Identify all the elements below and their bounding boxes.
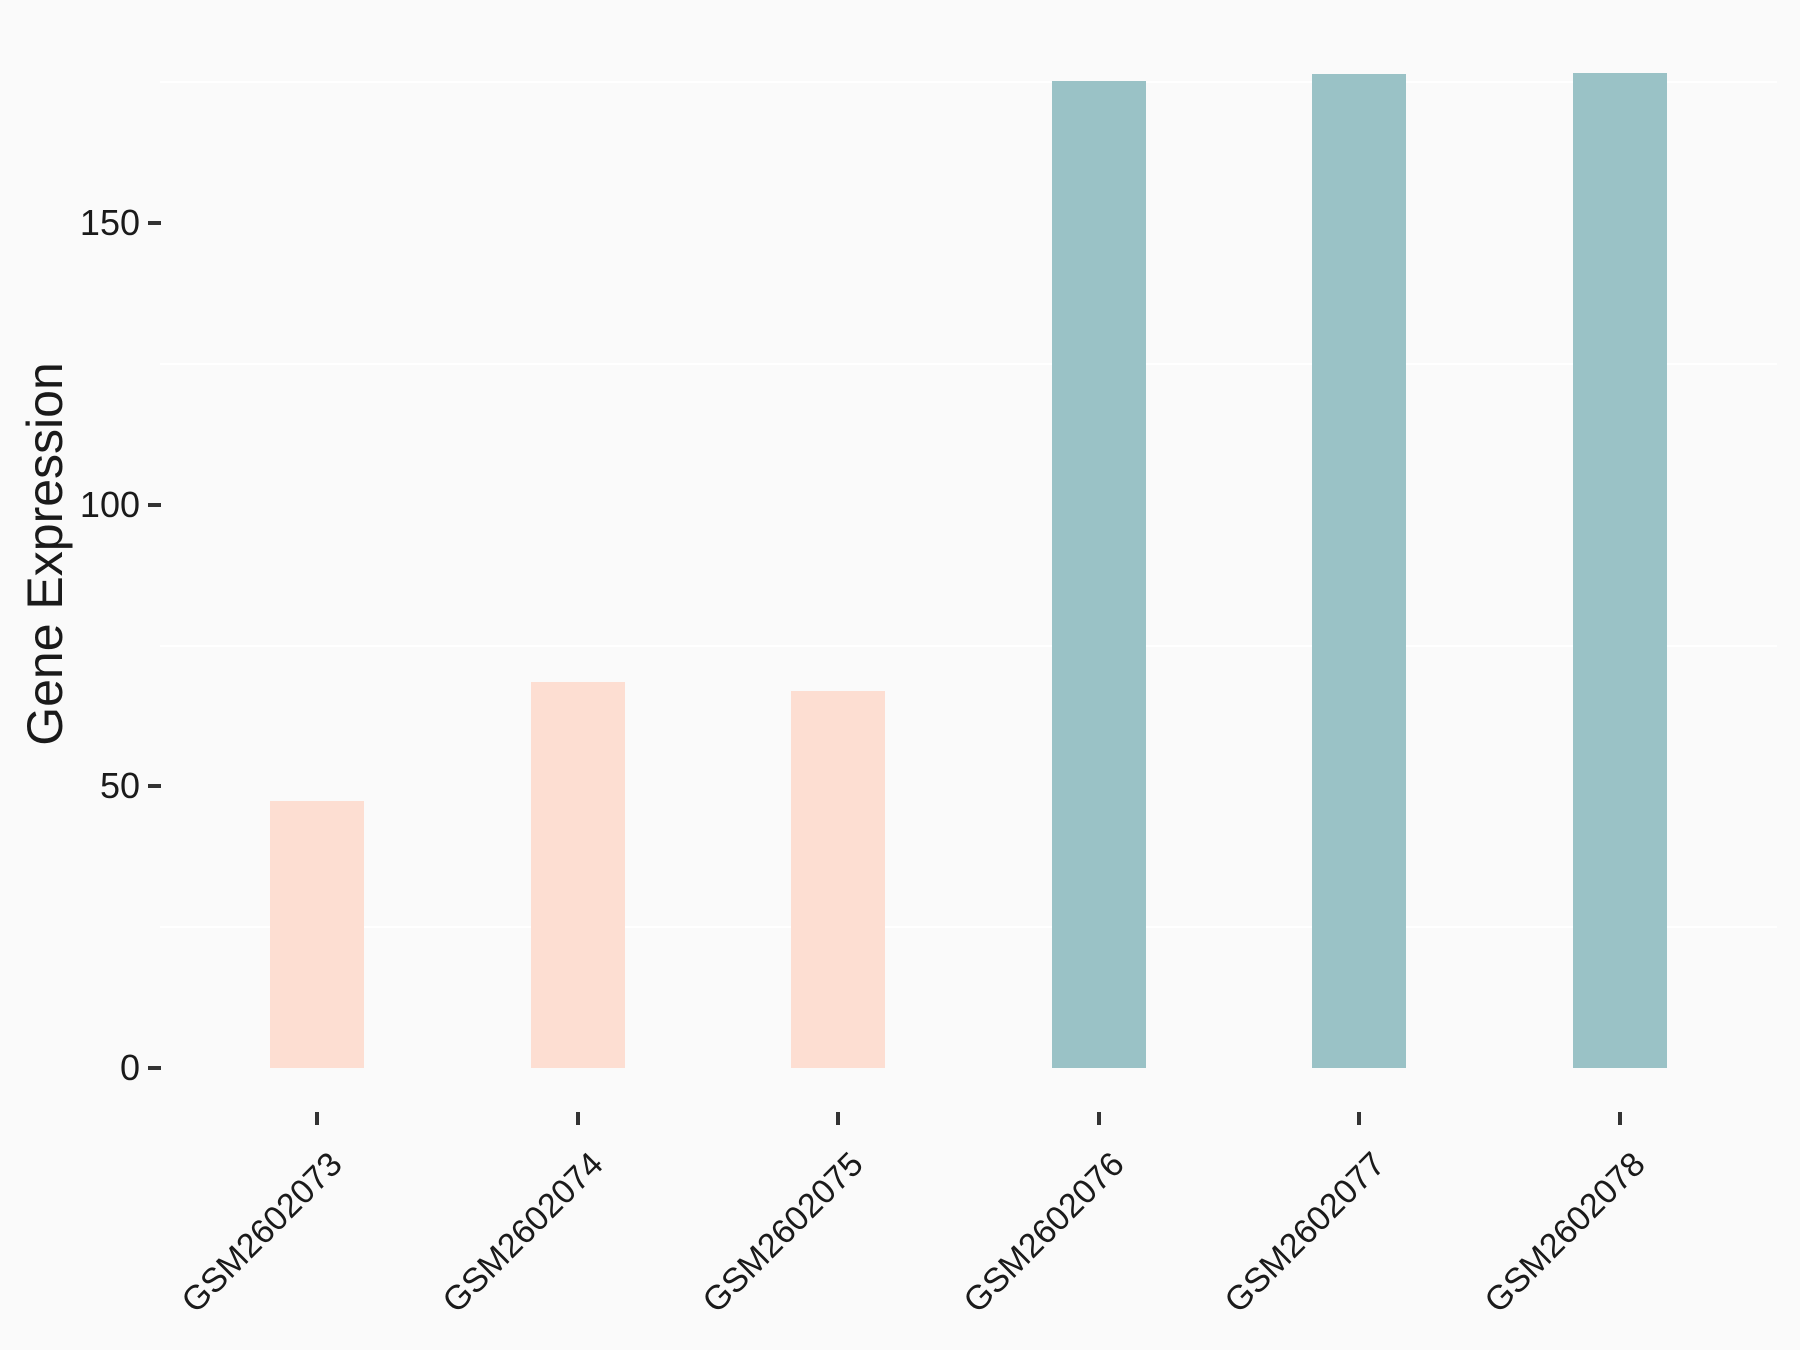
- y-tick-label-100: 100: [79, 483, 140, 525]
- y-tick-mark-100: [148, 502, 161, 507]
- y-tick-label-150: 150: [79, 202, 140, 244]
- x-tick-mark-GSM2602077: [1357, 1112, 1362, 1125]
- minor-gridline-25: [160, 926, 1777, 929]
- plot-panel: [160, 72, 1777, 1117]
- bar-GSM2602073: [270, 800, 364, 1068]
- bar-GSM2602076: [1051, 81, 1146, 1068]
- y-tick-label-0: 0: [119, 1047, 140, 1088]
- x-tick-mark-GSM2602078: [1618, 1112, 1622, 1125]
- minor-gridline-175: [160, 81, 1777, 84]
- x-tick-label-GSM2602075: GSM2602075: [695, 1145, 872, 1321]
- y-axis-title: Gene Expression: [17, 362, 73, 746]
- y-tick-mark-0: [148, 1066, 161, 1070]
- x-tick-mark-GSM2602075: [836, 1112, 841, 1125]
- x-tick-mark-GSM2602073: [315, 1112, 319, 1125]
- y-tick-mark-150: [148, 221, 161, 226]
- x-tick-label-GSM2602078: GSM2602078: [1477, 1145, 1653, 1321]
- x-tick-label-GSM2602074: GSM2602074: [435, 1145, 611, 1321]
- bar-GSM2602077: [1312, 73, 1407, 1068]
- x-tick-mark-GSM2602076: [1096, 1112, 1101, 1125]
- bar-GSM2602078: [1573, 72, 1667, 1068]
- x-tick-label-GSM2602073: GSM2602073: [174, 1145, 350, 1321]
- bar-GSM2602075: [791, 691, 886, 1068]
- bar-GSM2602074: [530, 682, 625, 1068]
- y-tick-mark-50: [148, 784, 161, 789]
- x-tick-label-GSM2602076: GSM2602076: [956, 1145, 1132, 1321]
- minor-gridline-125: [160, 362, 1777, 365]
- x-tick-mark-GSM2602074: [575, 1112, 580, 1125]
- y-tick-label-50: 50: [99, 765, 140, 807]
- x-tick-label-GSM2602077: GSM2602077: [1217, 1145, 1393, 1321]
- minor-gridline-75: [160, 644, 1777, 647]
